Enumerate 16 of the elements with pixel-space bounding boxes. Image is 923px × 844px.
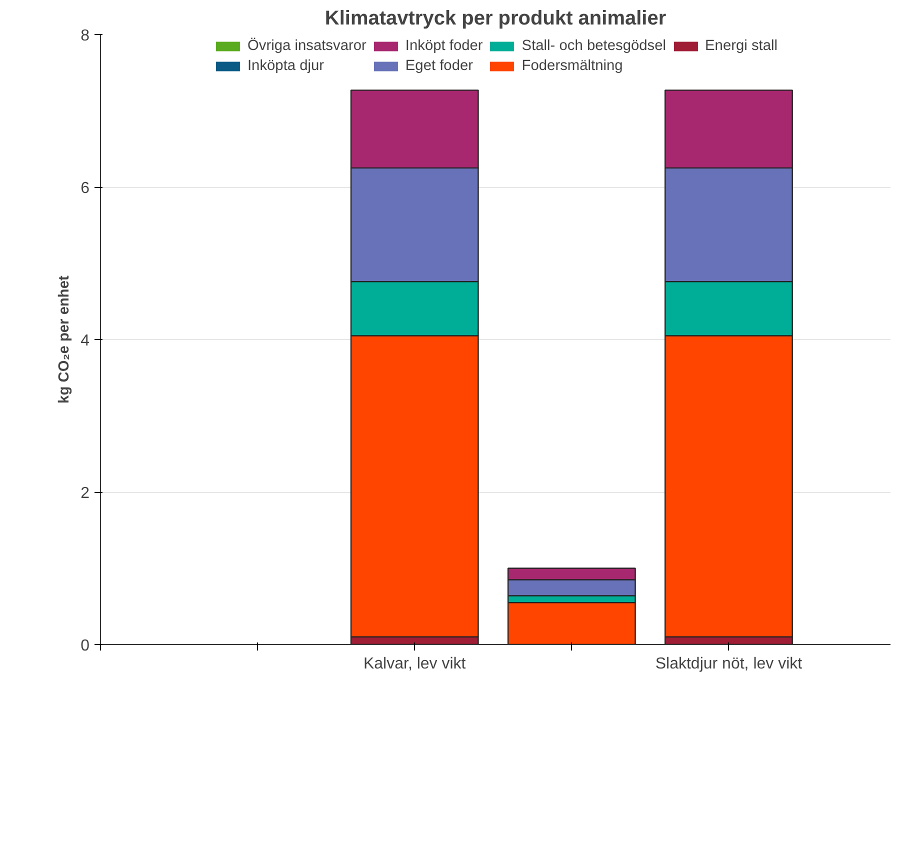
x-tick-label: Kalvar, lev vikt bbox=[363, 656, 466, 672]
legend-label: Inköpt foder bbox=[405, 38, 483, 54]
chart-title: Klimatavtryck per produkt animalier bbox=[324, 8, 666, 30]
legend-label: Eget foder bbox=[405, 58, 474, 74]
legend-label: Fodersmältning bbox=[522, 58, 623, 74]
x-tick-label: Slaktdjur nöt, lev vikt bbox=[655, 656, 803, 672]
legend-label: Inköpta djur bbox=[247, 58, 324, 74]
legend-label: Stall- och betesgödsel bbox=[522, 38, 666, 54]
legend-label: Energi stall bbox=[705, 38, 778, 54]
y-tick-label: 4 bbox=[80, 332, 90, 350]
y-tick-label: 0 bbox=[80, 638, 90, 654]
legend-label: Övriga insatsvaror bbox=[247, 38, 366, 54]
y-tick-label: 2 bbox=[80, 485, 90, 502]
y-tick-label: 6 bbox=[80, 180, 90, 197]
y-tick-label: 8 bbox=[80, 28, 90, 44]
y-axis-title: kg CO₂e per enhet bbox=[56, 275, 73, 404]
